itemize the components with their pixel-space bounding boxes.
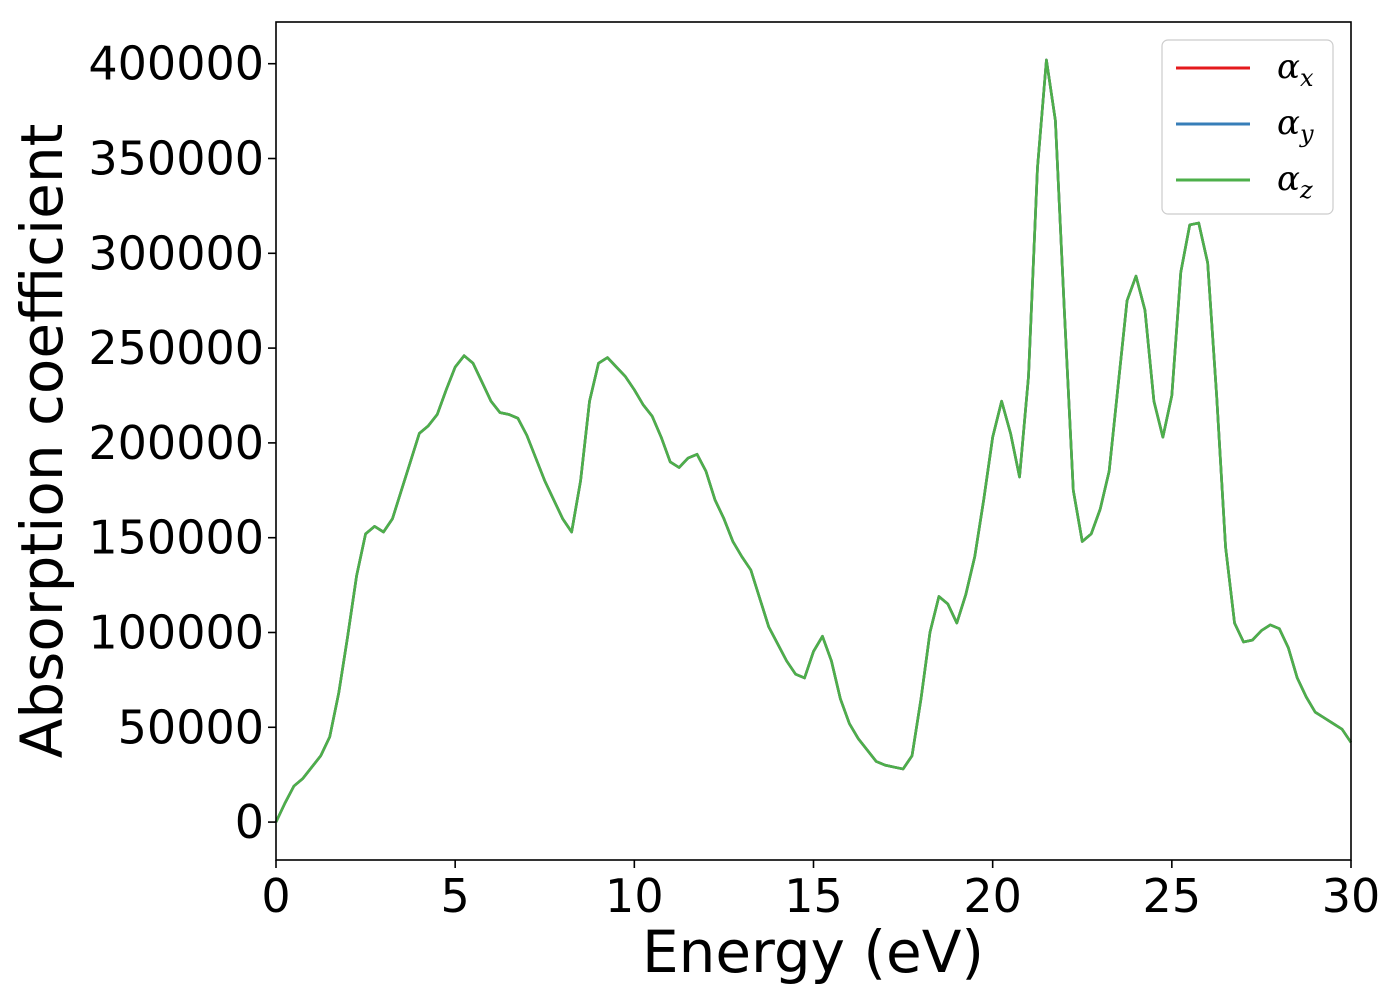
y-tick-label: 300000 [88, 226, 264, 280]
y-tick-label: 250000 [88, 321, 264, 375]
y-tick-label: 50000 [118, 700, 264, 754]
y-tick-label: 0 [235, 795, 264, 849]
x-tick-label: 0 [261, 869, 290, 923]
series-lines [274, 58, 1353, 823]
x-tick-label: 15 [784, 869, 843, 923]
y-tick-label: 150000 [88, 511, 264, 565]
x-axis-title: Energy (eV) [642, 918, 984, 986]
y-axis-title: Absorption coefficient [8, 124, 76, 759]
x-tick-label: 5 [441, 869, 470, 923]
legend: αx αy αz [1161, 39, 1334, 215]
x-tick-label: 30 [1322, 869, 1381, 923]
series-line-3 [274, 58, 1353, 823]
x-tick-label: 20 [963, 869, 1022, 923]
legend-box [1161, 39, 1334, 215]
legend-label: αz [1277, 159, 1313, 204]
y-tick-label: 400000 [88, 37, 264, 91]
legend-label: αy [1277, 103, 1314, 148]
y-axis: 0 50000 100000 150000 200000 250000 300000 3500… [88, 37, 276, 849]
y-tick-label: 350000 [88, 132, 264, 186]
legend-label: αx [1277, 47, 1314, 92]
x-tick-label: 25 [1143, 869, 1202, 923]
y-tick-label: 200000 [88, 416, 264, 470]
x-axis: 0 5 10 15 20 25 30 [261, 860, 1380, 923]
x-tick-label: 10 [605, 869, 664, 923]
y-tick-label: 100000 [88, 605, 264, 659]
